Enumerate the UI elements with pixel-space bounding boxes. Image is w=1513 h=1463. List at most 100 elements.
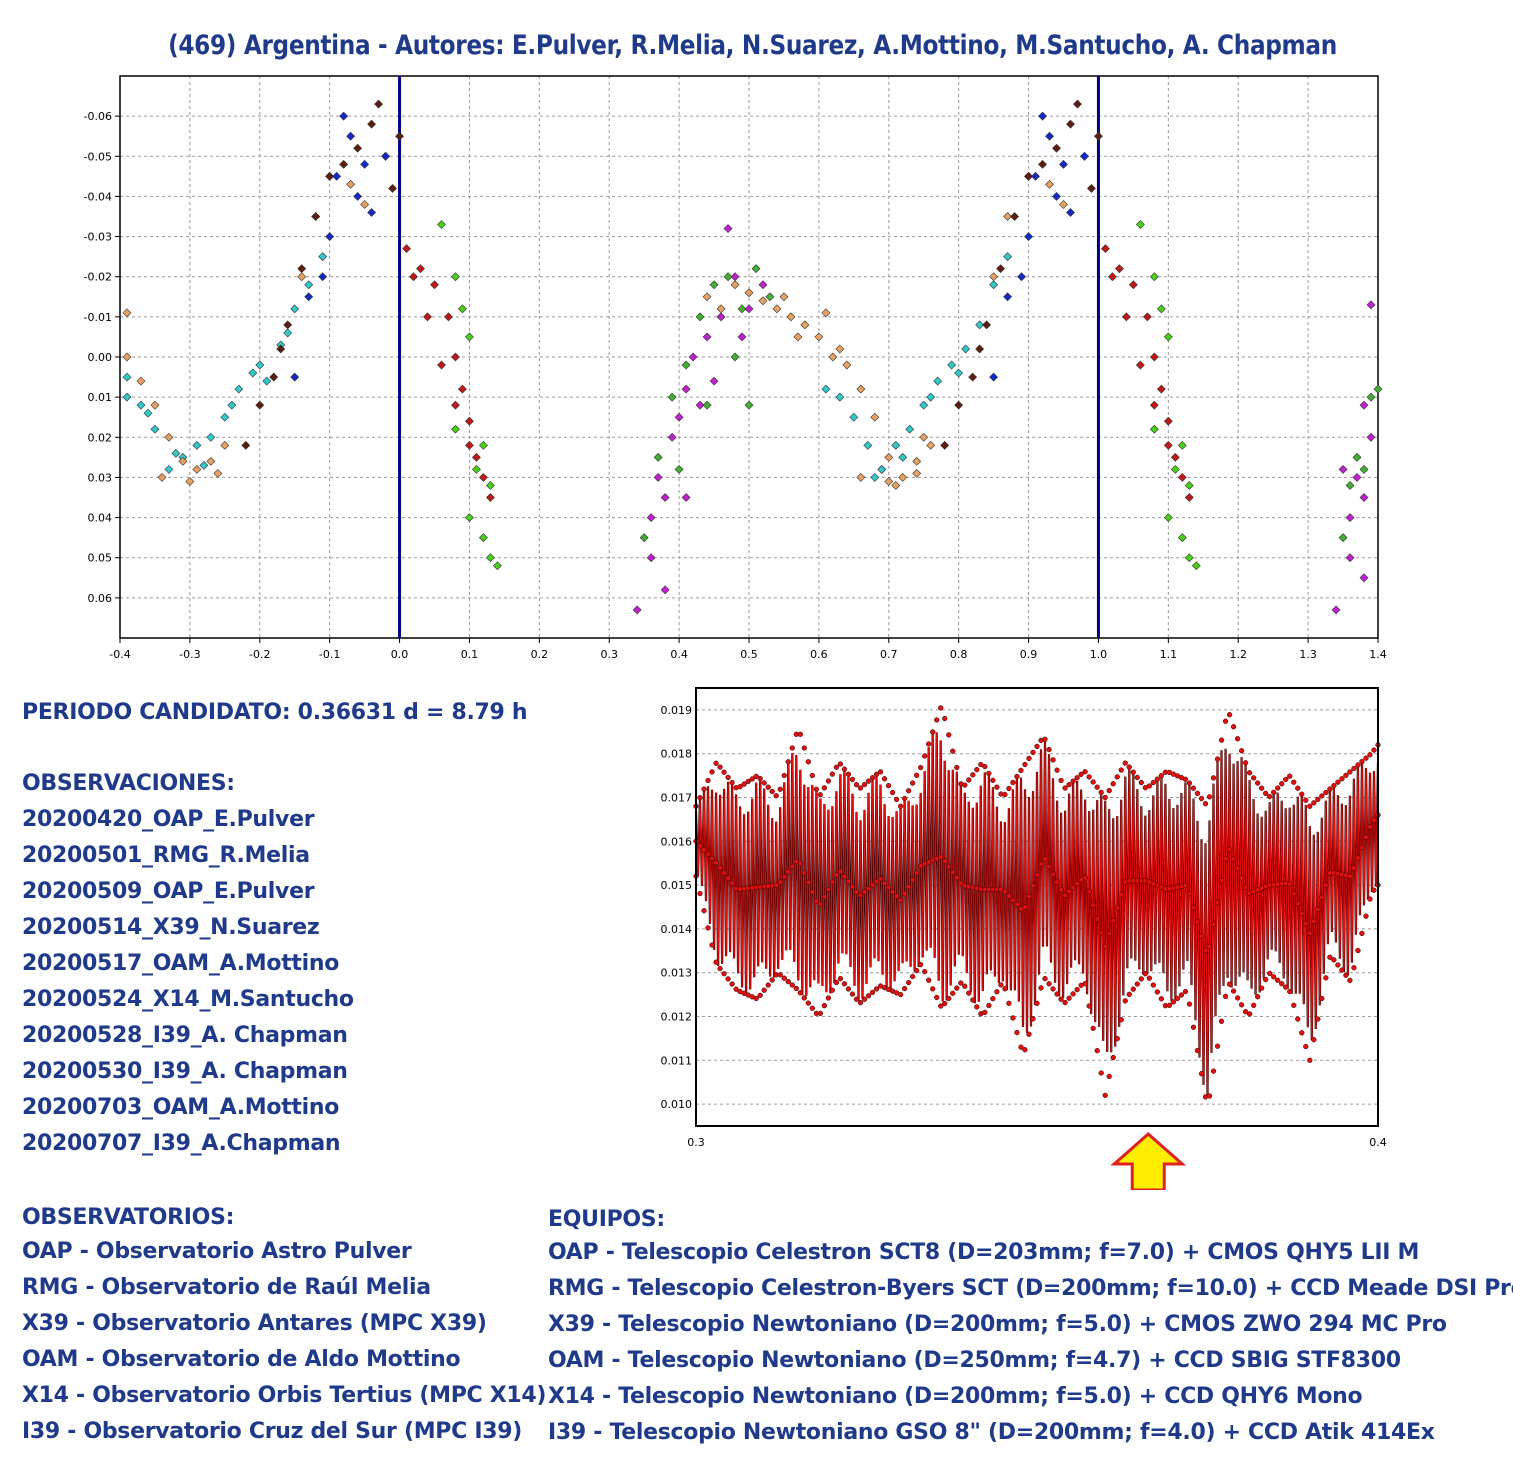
data-point — [1024, 232, 1033, 241]
data-point — [800, 320, 810, 330]
data-point — [996, 264, 1006, 274]
periodogram-point — [1335, 962, 1341, 968]
data-point — [325, 232, 335, 241]
data-point — [157, 473, 167, 482]
periodogram-point — [713, 860, 719, 866]
data-point — [856, 473, 866, 482]
observacion-item: 20200530_I39_A. Chapman — [22, 1059, 348, 1084]
periodogram-point — [901, 985, 908, 992]
data-point — [646, 513, 656, 522]
periodogram-point — [829, 879, 836, 885]
periodogram-point — [1194, 790, 1201, 797]
data-point — [919, 400, 929, 410]
periodogram-point — [1038, 861, 1044, 867]
periodogram-point — [1355, 855, 1361, 861]
periodogram-point — [958, 880, 964, 887]
periodogram-point — [1250, 1002, 1257, 1008]
periodogram-point — [1319, 894, 1325, 900]
y-tick-label: 0.06 — [88, 592, 113, 605]
periodogram-point — [1090, 902, 1096, 908]
periodogram-point — [845, 986, 852, 992]
data-point — [660, 493, 670, 502]
x-tick-label: 1.2 — [1229, 648, 1247, 661]
periodogram-point — [966, 990, 972, 996]
periodogram-point — [833, 872, 840, 878]
data-point — [1177, 440, 1187, 450]
data-point — [1177, 533, 1187, 543]
periodogram-point — [805, 759, 811, 765]
periodogram-point — [1222, 856, 1229, 862]
periodogram-point — [1002, 791, 1008, 798]
y-tick-label: 0.010 — [661, 1098, 693, 1111]
data-point — [772, 304, 782, 314]
periodogram-point — [1174, 995, 1181, 1002]
observatorios-heading: OBSERVATORIOS: — [22, 1205, 235, 1230]
periodogram-point — [1214, 899, 1221, 906]
plot-frame — [119, 75, 1379, 639]
periodogram-point — [938, 705, 944, 711]
periodogram-point — [1186, 890, 1193, 897]
periodogram-point — [1018, 767, 1024, 774]
data-point — [1156, 304, 1166, 314]
periodogram-point — [737, 784, 743, 790]
data-point — [1373, 384, 1383, 394]
data-point — [1094, 131, 1103, 141]
data-point — [1128, 280, 1138, 290]
data-point — [835, 392, 845, 402]
periodogram-point — [725, 774, 731, 781]
periodogram-point — [986, 1002, 992, 1009]
periodogram-point — [1066, 781, 1072, 788]
periodogram-point — [1034, 743, 1040, 750]
periodogram-point — [1094, 916, 1100, 922]
periodogram-point — [942, 858, 948, 864]
periodogram-point — [1002, 986, 1008, 992]
data-point — [926, 440, 936, 450]
data-point — [1080, 151, 1089, 161]
periodogram-point — [1238, 748, 1245, 754]
periodogram-point — [1066, 888, 1072, 895]
periodogram-point — [769, 977, 775, 983]
y-tick-label: 0.014 — [661, 923, 693, 936]
data-point — [919, 432, 929, 442]
data-point — [465, 513, 474, 522]
data-point — [318, 272, 328, 282]
periodogram-point — [1042, 856, 1048, 862]
periodogram-point — [1263, 790, 1269, 797]
data-point — [360, 159, 370, 169]
data-point — [339, 111, 349, 121]
data-point — [884, 452, 894, 462]
periodogram-point — [970, 772, 976, 778]
x-tick-label: 0.3 — [687, 1136, 705, 1149]
x-tick-label: 0.4 — [670, 648, 688, 661]
periodogram-point — [1118, 767, 1124, 773]
data-point — [472, 452, 481, 462]
periodogram-point — [1058, 996, 1064, 1002]
periodogram-point — [986, 770, 992, 777]
periodogram-point — [1234, 995, 1241, 1001]
periodogram-point — [1214, 756, 1221, 762]
periodogram-point — [797, 731, 803, 737]
data-point — [989, 372, 999, 382]
periodogram-point — [1218, 737, 1225, 743]
periodogram-point — [1030, 1016, 1036, 1022]
data-point — [255, 360, 265, 370]
periodogram-point — [1331, 782, 1337, 789]
x-tick-label: 0.8 — [950, 648, 968, 661]
periodogram-point — [1238, 1002, 1245, 1008]
periodogram-point — [1138, 779, 1144, 786]
periodogram-point — [938, 854, 944, 860]
periodogram-point — [1010, 779, 1016, 786]
periodogram-point — [837, 868, 844, 874]
data-point — [478, 533, 488, 543]
periodogram-point — [781, 874, 787, 880]
data-point — [1135, 220, 1145, 229]
periodogram-point — [1138, 976, 1144, 982]
periodogram-point — [1335, 779, 1341, 785]
data-point — [150, 424, 160, 434]
data-point — [150, 400, 160, 410]
data-point — [1066, 208, 1075, 217]
observacion-item: 20200528_I39_A. Chapman — [22, 1023, 348, 1048]
data-point — [164, 464, 174, 474]
periodogram-point — [1070, 991, 1076, 997]
periodogram-point — [966, 777, 972, 783]
